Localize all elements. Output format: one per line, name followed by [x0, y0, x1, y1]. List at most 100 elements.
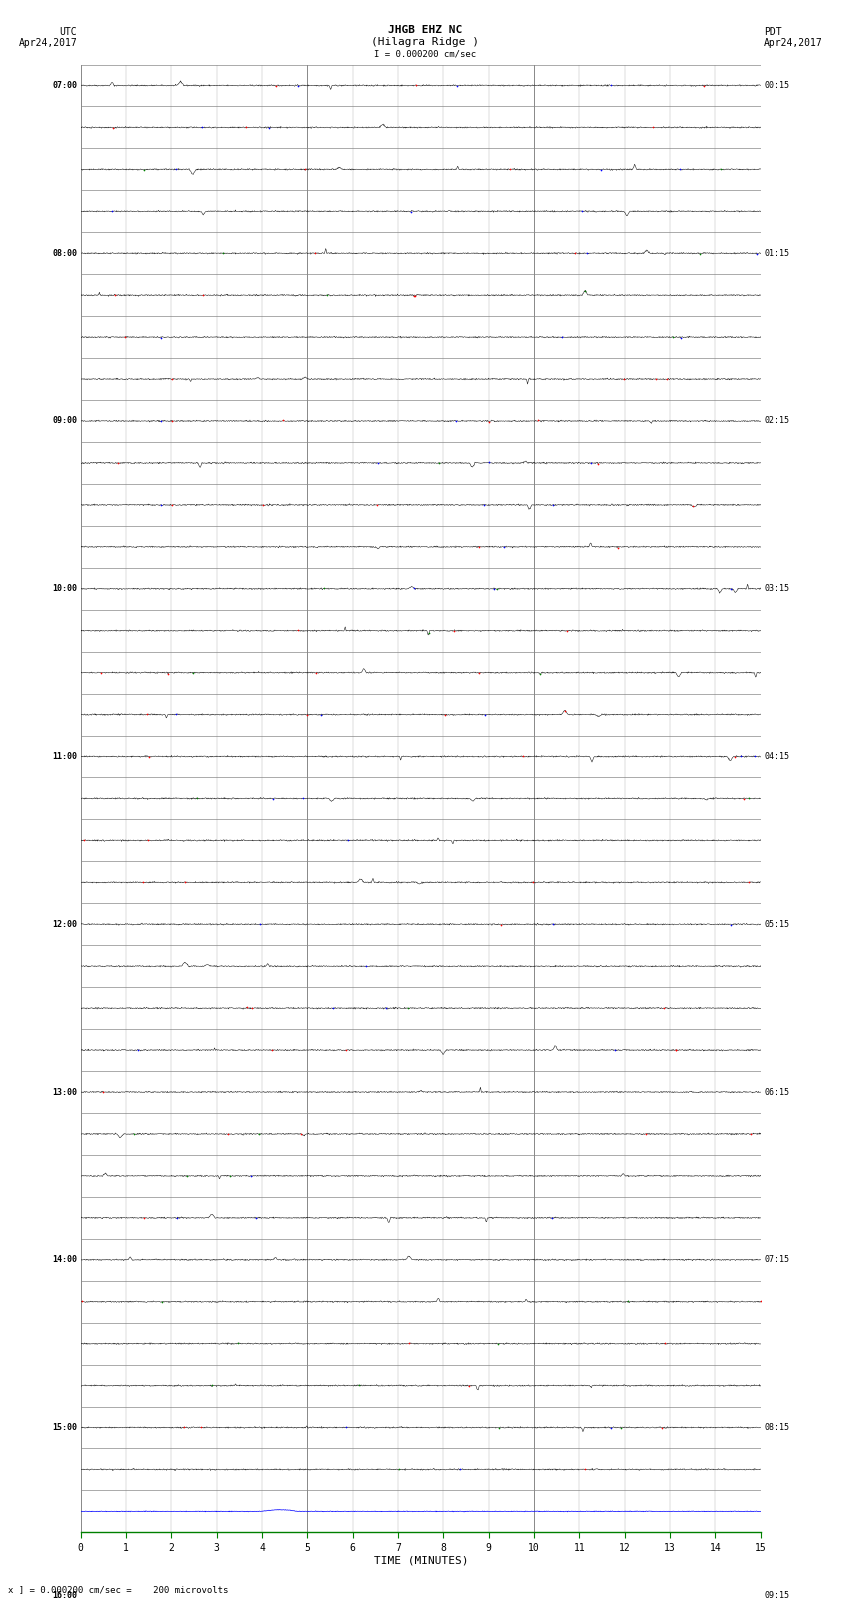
Point	[190, 786, 204, 811]
Point	[298, 156, 312, 182]
Point	[578, 277, 592, 303]
Point	[555, 324, 569, 350]
Point	[276, 408, 290, 434]
Point	[638, 1121, 652, 1147]
Point	[245, 995, 258, 1021]
Point	[180, 1163, 194, 1189]
Point	[401, 995, 415, 1021]
Point	[450, 408, 463, 434]
Point	[169, 156, 183, 182]
Point	[479, 702, 492, 727]
Point	[109, 282, 122, 308]
Point	[408, 282, 422, 308]
Point	[128, 1121, 141, 1147]
Point	[621, 1289, 635, 1315]
Point	[166, 492, 179, 518]
Point	[320, 282, 334, 308]
Point	[379, 995, 393, 1021]
Text: 12:00: 12:00	[53, 919, 77, 929]
Point	[745, 1121, 758, 1147]
Point	[136, 869, 150, 895]
Point	[339, 1037, 353, 1063]
Point	[177, 1415, 190, 1440]
Point	[450, 73, 464, 98]
Point	[492, 1415, 506, 1440]
Point	[581, 240, 594, 266]
Point	[292, 73, 305, 98]
Point	[649, 366, 662, 392]
Point	[531, 406, 545, 432]
Point	[118, 324, 132, 350]
Text: x ] = 0.000200 cm/sec =    200 microvolts: x ] = 0.000200 cm/sec = 200 microvolts	[8, 1584, 229, 1594]
Point	[754, 1289, 768, 1315]
Point	[547, 492, 560, 518]
Text: 03:15: 03:15	[764, 584, 789, 594]
Point	[495, 911, 508, 937]
Point	[674, 324, 688, 350]
Point	[546, 1205, 559, 1231]
Point	[292, 618, 305, 644]
Point	[490, 1331, 504, 1357]
Point	[252, 1121, 265, 1147]
Point	[422, 619, 436, 645]
Point	[575, 198, 588, 224]
Text: (Hilagra Ridge ): (Hilagra Ridge )	[371, 37, 479, 47]
Point	[241, 994, 254, 1019]
Point	[352, 1373, 366, 1398]
Point	[693, 240, 706, 266]
Point	[309, 660, 323, 686]
Point	[568, 240, 581, 266]
Point	[526, 869, 540, 895]
Point	[743, 869, 756, 895]
Point	[196, 282, 210, 308]
Point	[269, 73, 283, 98]
Point	[245, 1163, 258, 1189]
Text: PDT: PDT	[764, 27, 782, 37]
Text: 05:15: 05:15	[764, 919, 789, 929]
Point	[660, 366, 674, 392]
Text: Apr24,2017: Apr24,2017	[764, 39, 823, 48]
Point	[409, 73, 422, 98]
Point	[195, 1415, 208, 1440]
Point	[216, 240, 230, 266]
Point	[608, 1037, 621, 1063]
Text: 08:00: 08:00	[53, 248, 77, 258]
Point	[253, 911, 267, 937]
Text: I = 0.000200 cm/sec: I = 0.000200 cm/sec	[374, 48, 476, 58]
Point	[594, 156, 608, 182]
Point	[154, 408, 167, 434]
Text: 07:00: 07:00	[53, 81, 77, 90]
Point	[686, 494, 700, 519]
Text: 15:00: 15:00	[53, 1423, 77, 1432]
Point	[658, 1331, 672, 1357]
Point	[359, 953, 372, 979]
Point	[231, 1329, 245, 1355]
Point	[615, 1415, 628, 1440]
Point	[402, 1331, 416, 1357]
Point	[488, 576, 502, 602]
Point	[666, 324, 679, 350]
Point	[342, 827, 355, 853]
Point	[265, 1037, 279, 1063]
Point	[734, 744, 748, 769]
Point	[262, 115, 275, 140]
Text: UTC: UTC	[60, 27, 77, 37]
Point	[604, 1415, 617, 1440]
Point	[472, 534, 485, 560]
Point	[578, 1457, 592, 1482]
Point	[162, 661, 175, 687]
Text: 11:00: 11:00	[53, 752, 77, 761]
Point	[393, 1457, 406, 1482]
Point	[166, 408, 179, 434]
Point	[169, 702, 183, 727]
Point	[371, 450, 385, 476]
Text: 13:00: 13:00	[53, 1087, 77, 1097]
Point	[724, 911, 738, 937]
Text: 14:00: 14:00	[53, 1255, 77, 1265]
Point	[106, 115, 120, 140]
Point	[141, 827, 155, 853]
Point	[433, 450, 446, 476]
Point	[326, 995, 340, 1021]
Point	[178, 869, 192, 895]
Point	[205, 1373, 218, 1398]
